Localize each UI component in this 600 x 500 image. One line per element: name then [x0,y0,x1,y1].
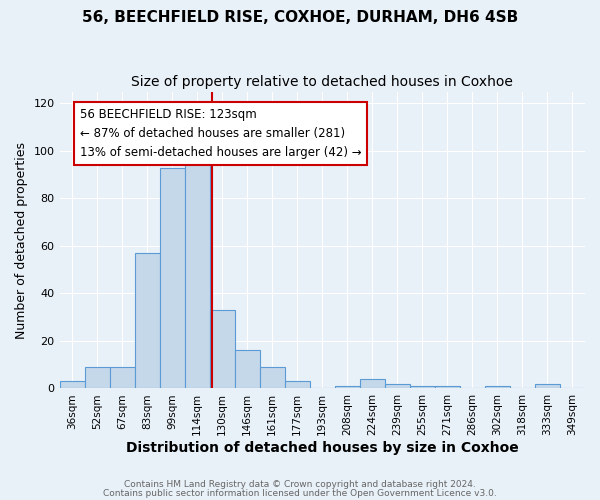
Bar [134,253,160,388]
Bar [285,382,310,388]
Bar [335,386,360,388]
Text: 56, BEECHFIELD RISE, COXHOE, DURHAM, DH6 4SB: 56, BEECHFIELD RISE, COXHOE, DURHAM, DH6… [82,10,518,25]
Bar [410,386,435,388]
Y-axis label: Number of detached properties: Number of detached properties [15,142,28,338]
Bar [85,367,110,388]
Text: Contains public sector information licensed under the Open Government Licence v3: Contains public sector information licen… [103,489,497,498]
Bar [160,168,185,388]
Bar [485,386,510,388]
Bar [385,384,410,388]
Text: Contains HM Land Registry data © Crown copyright and database right 2024.: Contains HM Land Registry data © Crown c… [124,480,476,489]
Bar [235,350,260,389]
Title: Size of property relative to detached houses in Coxhoe: Size of property relative to detached ho… [131,75,513,89]
Bar [535,384,560,388]
X-axis label: Distribution of detached houses by size in Coxhoe: Distribution of detached houses by size … [126,441,518,455]
Bar [360,379,385,388]
Bar [260,367,285,388]
Bar [59,382,85,388]
Bar [209,310,235,388]
Bar [110,367,134,388]
Bar [185,160,209,388]
Bar [435,386,460,388]
Text: 56 BEECHFIELD RISE: 123sqm
← 87% of detached houses are smaller (281)
13% of sem: 56 BEECHFIELD RISE: 123sqm ← 87% of deta… [80,108,361,159]
